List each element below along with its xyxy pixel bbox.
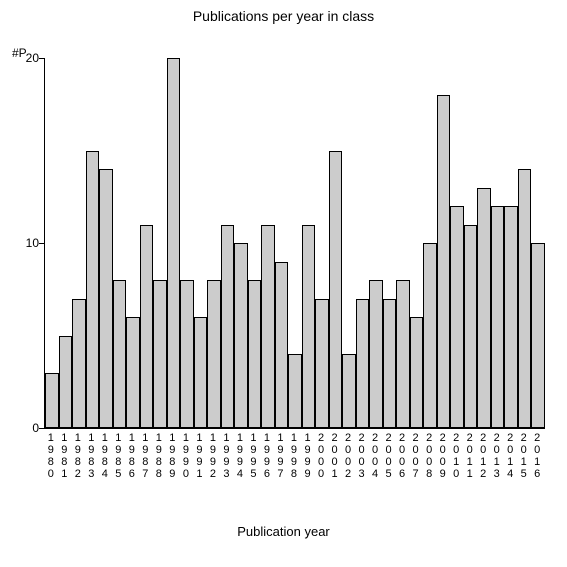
ytick [39, 428, 45, 429]
ytick-label: 0 [15, 421, 39, 435]
x-category-label: 2002 [341, 432, 355, 480]
x-category-label: 1993 [220, 432, 234, 480]
x-category-label: 2006 [395, 432, 409, 480]
x-category-label: 1990 [179, 432, 193, 480]
x-category-label: 2003 [355, 432, 369, 480]
x-category-label: 2009 [436, 432, 450, 480]
bar [275, 262, 289, 429]
bar [356, 299, 370, 429]
x-category-label: 2011 [463, 432, 477, 480]
x-category-label: 2007 [409, 432, 423, 480]
bar [153, 280, 167, 428]
bar [315, 299, 329, 429]
bar [450, 206, 464, 428]
bar [288, 354, 302, 428]
bar [248, 280, 262, 428]
x-category-label: 2004 [368, 432, 382, 480]
x-category-label: 1992 [206, 432, 220, 480]
chart-container: Publications per year in class #P 01020 … [0, 0, 567, 567]
bar [410, 317, 424, 428]
x-category-label: 2000 [314, 432, 328, 480]
bar [180, 280, 194, 428]
bar [99, 169, 113, 428]
bar [194, 317, 208, 428]
ytick [39, 58, 45, 59]
x-category-label: 1982 [71, 432, 85, 480]
x-category-label: 2015 [517, 432, 531, 480]
bar [477, 188, 491, 429]
x-category-label: 2008 [422, 432, 436, 480]
x-category-label: 2005 [382, 432, 396, 480]
bar [329, 151, 343, 429]
x-category-label: 1986 [125, 432, 139, 480]
x-category-label: 1995 [247, 432, 261, 480]
x-category-label: 2012 [476, 432, 490, 480]
bar [126, 317, 140, 428]
bar [113, 280, 127, 428]
x-category-label: 1987 [139, 432, 153, 480]
bar [59, 336, 73, 429]
bar [45, 373, 59, 429]
x-category-label: 1989 [166, 432, 180, 480]
x-category-label: 1991 [193, 432, 207, 480]
chart-title: Publications per year in class [0, 8, 567, 24]
x-category-label: 1984 [98, 432, 112, 480]
ytick [39, 243, 45, 244]
bar [207, 280, 221, 428]
bar [140, 225, 154, 429]
ytick-label: 20 [15, 51, 39, 65]
x-category-label: 1980 [44, 432, 58, 480]
bar [423, 243, 437, 428]
bar [383, 299, 397, 429]
x-category-label: 2016 [530, 432, 544, 480]
plot-area: 01020 [44, 58, 545, 429]
bar [234, 243, 248, 428]
x-category-label: 1998 [287, 432, 301, 480]
x-category-label: 2001 [328, 432, 342, 480]
x-category-label: 1985 [112, 432, 126, 480]
x-category-label: 1994 [233, 432, 247, 480]
bar [464, 225, 478, 429]
bar [504, 206, 518, 428]
x-category-label: 2010 [449, 432, 463, 480]
bar [518, 169, 532, 428]
ytick-label: 10 [15, 236, 39, 250]
bar [491, 206, 505, 428]
bar [369, 280, 383, 428]
x-category-label: 1983 [85, 432, 99, 480]
bar [261, 225, 275, 429]
bar [72, 299, 86, 429]
x-category-label: 1988 [152, 432, 166, 480]
x-category-label: 1999 [301, 432, 315, 480]
x-category-label: 1996 [260, 432, 274, 480]
bar [437, 95, 451, 428]
x-axis-title: Publication year [0, 524, 567, 539]
bar [302, 225, 316, 429]
x-category-label: 1997 [274, 432, 288, 480]
x-labels-group: 1980198119821983198419851986198719881989… [44, 432, 544, 512]
bar [167, 58, 181, 428]
bar [531, 243, 545, 428]
x-category-label: 2014 [503, 432, 517, 480]
bar [221, 225, 235, 429]
bar [396, 280, 410, 428]
bar [342, 354, 356, 428]
x-category-label: 1981 [58, 432, 72, 480]
bars-group [45, 58, 545, 428]
x-category-label: 2013 [490, 432, 504, 480]
bar [86, 151, 100, 429]
